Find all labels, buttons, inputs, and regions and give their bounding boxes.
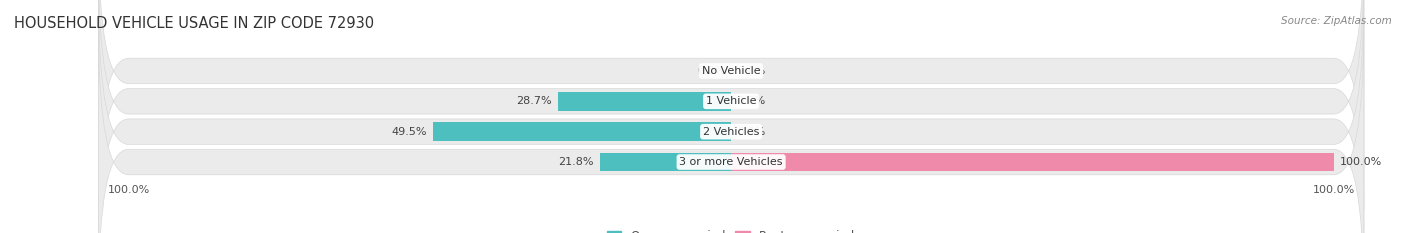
- Text: 0.0%: 0.0%: [737, 96, 765, 106]
- Text: 0.0%: 0.0%: [737, 66, 765, 76]
- Text: 100.0%: 100.0%: [1340, 157, 1382, 167]
- Text: 0.0%: 0.0%: [697, 66, 725, 76]
- Text: 49.5%: 49.5%: [391, 127, 427, 137]
- Bar: [558, 92, 731, 111]
- Text: No Vehicle: No Vehicle: [702, 66, 761, 76]
- FancyBboxPatch shape: [98, 23, 1364, 233]
- Text: 0.0%: 0.0%: [737, 127, 765, 137]
- FancyBboxPatch shape: [98, 0, 1364, 233]
- Text: 3 or more Vehicles: 3 or more Vehicles: [679, 157, 783, 167]
- FancyBboxPatch shape: [98, 0, 1364, 210]
- Text: 21.8%: 21.8%: [558, 157, 593, 167]
- Text: HOUSEHOLD VEHICLE USAGE IN ZIP CODE 72930: HOUSEHOLD VEHICLE USAGE IN ZIP CODE 7293…: [14, 16, 374, 31]
- FancyBboxPatch shape: [98, 0, 1364, 233]
- Bar: [433, 122, 731, 141]
- Bar: [600, 153, 731, 171]
- Text: 1 Vehicle: 1 Vehicle: [706, 96, 756, 106]
- Legend: Owner-occupied, Renter-occupied: Owner-occupied, Renter-occupied: [602, 225, 860, 233]
- Text: Source: ZipAtlas.com: Source: ZipAtlas.com: [1281, 16, 1392, 26]
- Text: 28.7%: 28.7%: [516, 96, 553, 106]
- Text: 2 Vehicles: 2 Vehicles: [703, 127, 759, 137]
- Bar: [731, 153, 1334, 171]
